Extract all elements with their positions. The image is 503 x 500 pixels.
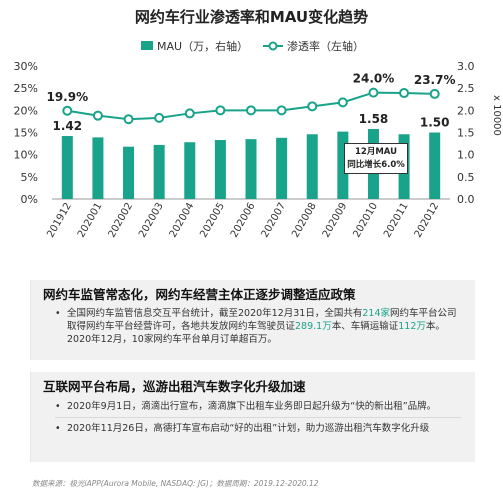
rate-point: [337, 97, 348, 108]
rate-point: [399, 88, 410, 99]
legend-rate-label: 渗透率（左轴）: [287, 39, 364, 53]
mau-bar: [123, 146, 135, 199]
legend: MAU（万，右轴） 渗透率（左轴）: [141, 39, 364, 53]
y-right-tick-label: 1.0: [457, 149, 475, 162]
rate-point: [154, 112, 165, 123]
callout-line2: 同比增长6.0%: [347, 160, 405, 170]
y-right-tick-label: 2.0: [457, 104, 475, 117]
rate-point: [307, 101, 318, 112]
x-tick-label: 202002: [107, 201, 136, 240]
legend-mau-label: MAU（万，右轴）: [157, 39, 248, 53]
rate-point: [62, 105, 73, 116]
x-tick-label: 202004: [168, 201, 197, 240]
mau-bar: [337, 131, 349, 199]
y-left-tick-label: 20%: [14, 104, 38, 117]
mau-bar: [153, 144, 165, 199]
y-left-tick-label: 5%: [21, 171, 38, 184]
x-tick-label: 202007: [260, 201, 289, 240]
panel2-bullet-1: 2020年9月1日，滴滴出行宣布，滴滴旗下出租车业务即日起升级为“快的新出租”品…: [31, 400, 475, 413]
mau-bar: [276, 137, 288, 199]
x-tick-label: 202005: [198, 201, 227, 240]
rate-data-label: 19.9%: [46, 90, 88, 104]
combo-chart: MAU（万，右轴） 渗透率（左轴） 0% 5% 10% 15% 20% 25% 30% 0.0…: [14, 39, 502, 240]
rate-data-label: 23.7%: [414, 73, 456, 87]
x-tick-label: 202012: [413, 201, 442, 240]
x-tick-label: 202001: [76, 201, 105, 240]
text-run: 全国网约车监管信息交互平台统计，截至2020年12月31日，全国共有: [67, 308, 363, 319]
y-right-tick-label: 0.0: [457, 193, 475, 206]
rate-point: [92, 110, 103, 121]
mau-data-label: 1.58: [359, 112, 389, 126]
x-tick-label: 202003: [137, 201, 166, 240]
y-left-tick-label: 0%: [21, 193, 38, 206]
mau-bar: [184, 142, 196, 199]
text-run: 网约车平台公司取得网约车平台经营许可，各地共发放网约车驾驶员证: [67, 308, 457, 332]
x-tick-label: 202009: [321, 201, 350, 240]
x-tick-label: 201912: [45, 201, 74, 240]
x-tick-label: 202006: [229, 201, 258, 240]
x-tick-label: 202008: [290, 201, 319, 240]
x-tick-label: 202011: [382, 201, 411, 240]
y-left-tick-label: 15%: [14, 127, 38, 140]
mau-bar: [61, 136, 73, 199]
rate-point: [246, 105, 256, 116]
highlight-count: 214家: [362, 308, 390, 319]
rate-point: [184, 108, 195, 119]
rate-data-label: 24.0%: [353, 72, 395, 86]
y-right-tick-label: 2.5: [457, 82, 475, 95]
platform-panel: 互联网平台布局，巡游出租汽车数字化升级加速 2020年9月1日，滴滴出行宣布，滴…: [30, 372, 475, 462]
y-right-unit: x 10000: [491, 95, 502, 136]
y-left-tick-label: 10%: [14, 149, 38, 162]
chart-title: 网约车行业渗透率和MAU变化趋势: [134, 8, 369, 26]
legend-mau-swatch: [141, 41, 153, 50]
callout-line1: 12月MAU: [354, 147, 397, 157]
mau-bar: [429, 132, 441, 199]
y-right-tick-label: 3.0: [457, 60, 475, 73]
rate-point: [215, 105, 226, 116]
y-right-tick-label: 0.5: [457, 171, 475, 184]
highlight-count: 112万: [398, 321, 426, 332]
panel2-heading: 互联网平台布局，巡游出租汽车数字化升级加速: [43, 379, 306, 394]
rate-point: [368, 87, 379, 98]
mau-data-label: 1.50: [420, 116, 450, 130]
rate-point: [276, 105, 287, 116]
x-tick-label: 202010: [351, 201, 380, 240]
panel2-bullet-2: 2020年11月26日，高德打车宣布启动“好的出租”计划，助力巡游出租汽车数字化…: [31, 422, 475, 435]
panel1-bullet: 全国网约车监管信息交互平台统计，截至2020年12月31日，全国共有214家网约…: [31, 307, 475, 346]
highlight-count: 289.1万: [295, 321, 332, 332]
mau-bar: [306, 134, 318, 199]
mau-bar: [92, 137, 104, 199]
policy-panel: 网约车监管常态化，网约车经营主体正逐步调整适应政策 全国网约车监管信息交互平台统…: [30, 280, 475, 360]
divider: [55, 417, 461, 418]
rate-point: [123, 114, 134, 125]
legend-rate-marker: [268, 41, 278, 51]
rate-point: [429, 88, 440, 99]
mau-callout: 12月MAU 同比增长6.0%: [344, 143, 408, 174]
y-right-tick-label: 1.5: [457, 127, 475, 140]
mau-bar: [245, 139, 257, 199]
text-run: 本、车辆运输证: [331, 321, 399, 332]
mau-data-label: 1.42: [53, 119, 83, 133]
y-left-tick-label: 25%: [14, 82, 38, 95]
source-note: 数据来源：极光iAPP(Aurora Mobile, NASDAQ: JG)；数…: [32, 479, 319, 488]
y-left-tick-label: 30%: [14, 60, 38, 73]
mau-bar: [214, 140, 226, 199]
panel1-heading: 网约车监管常态化，网约车经营主体正逐步调整适应政策: [43, 287, 356, 302]
text-run: 本。2020年12月，10家网约车平台单月订单超百万。: [67, 321, 445, 345]
